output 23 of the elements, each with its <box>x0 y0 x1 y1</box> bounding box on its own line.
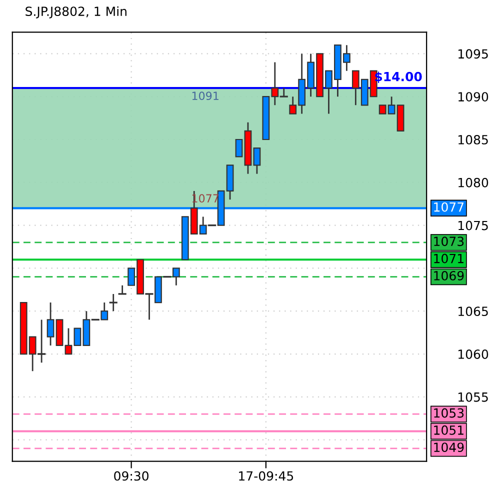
ref-line-label: 1051 <box>434 425 464 435</box>
y-tick-label: 1060 <box>458 349 488 359</box>
y-tick-label: 1065 <box>458 306 488 316</box>
ref-line-label: 1049 <box>434 442 464 452</box>
x-tick-label: 17-09:45 <box>239 471 294 481</box>
ref-line-label: 1069 <box>434 270 464 280</box>
candlestick <box>235 138 243 158</box>
ref-line-label: 1077 <box>434 202 464 212</box>
ref-line-label: 1071 <box>434 254 464 264</box>
y-tick-label: 1080 <box>458 178 488 188</box>
candlestick <box>253 147 261 175</box>
ref-line-label: 1053 <box>434 408 464 418</box>
y-tick-label: 1075 <box>458 220 488 230</box>
candlestick <box>64 328 72 355</box>
y-tick-label: 1055 <box>458 392 488 402</box>
candlestick <box>46 302 54 346</box>
x-tick-label: 09:30 <box>114 471 148 481</box>
y-tick-label: 1095 <box>458 49 488 59</box>
y-tick-label: 1085 <box>458 134 488 144</box>
ref-line-label: 1073 <box>434 236 464 246</box>
chart-title: S.JP.J8802, 1 Min <box>26 6 126 18</box>
y-tick-label: 1090 <box>458 92 488 102</box>
annotation: 1091 <box>192 92 218 100</box>
